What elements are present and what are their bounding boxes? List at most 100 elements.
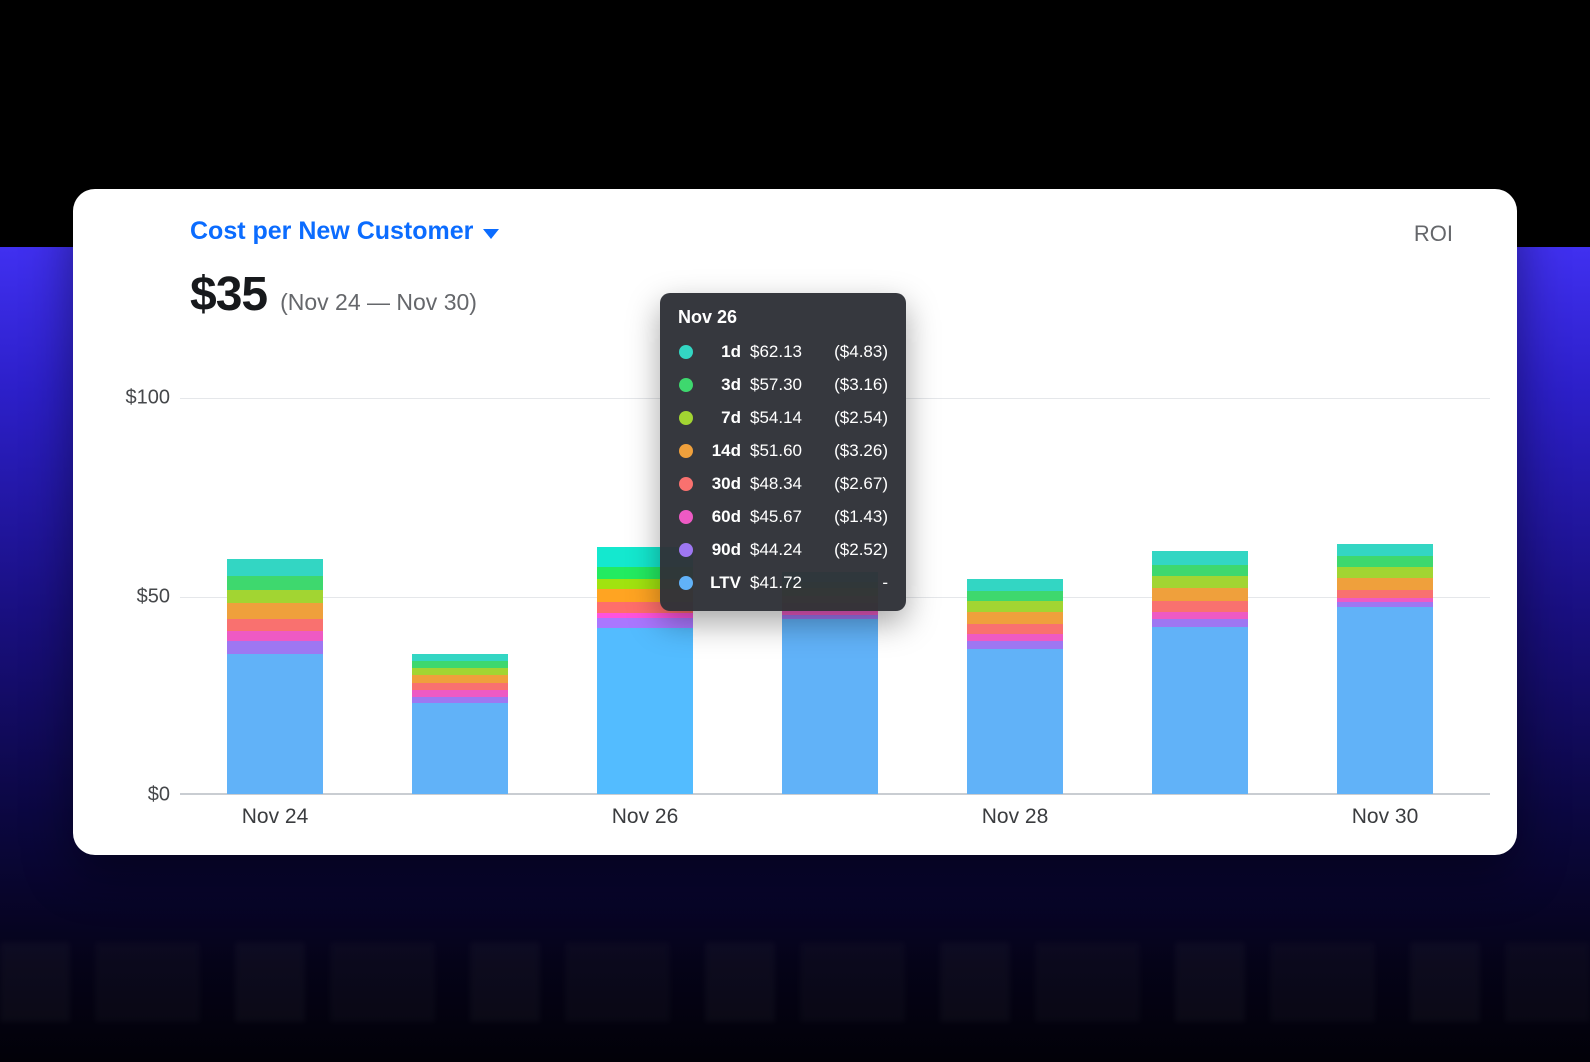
tooltip-value: $62.13 [750, 341, 802, 361]
tooltip-diff: ($4.83) [834, 341, 888, 361]
bar-segment-7d [412, 667, 508, 675]
bar-segment-90d [782, 614, 878, 620]
legend-dot-30d-icon [679, 476, 693, 491]
tooltip-window-label: 7d [721, 407, 741, 427]
bar-segment-90d [227, 641, 323, 655]
tooltip-row-30d: 30d $48.34 ($2.67) [678, 467, 888, 500]
bar-segment-7d [1152, 576, 1248, 589]
tooltip-window-label: 30d [711, 473, 741, 493]
tooltip-value: $44.24 [750, 539, 802, 559]
tooltip-window-label: 3d [721, 374, 741, 394]
bar-segment-3d [227, 575, 323, 590]
bar-segment-1d [1337, 543, 1433, 556]
tooltip-diff: ($1.43) [834, 506, 888, 526]
bar-segment-30d [227, 619, 323, 632]
y-tick-label: $100 [125, 386, 171, 409]
bar-segment-3d [1337, 555, 1433, 567]
metric-selector-dropdown[interactable]: Cost per New Customer [190, 217, 500, 246]
bar-segment-ltv [1152, 626, 1248, 794]
bar-nov-30[interactable] [1337, 543, 1433, 794]
bar-segment-30d [1152, 601, 1248, 613]
bar-segment-7d [967, 601, 1063, 613]
bar-segment-7d [597, 579, 693, 590]
bar-segment-30d [597, 602, 693, 613]
bar-segment-ltv [967, 649, 1063, 794]
cost-chart-card: Cost per New Customer ROI $35 (Nov 24 — … [73, 189, 1517, 855]
tooltip-diff: ($2.52) [834, 539, 888, 559]
tooltip-window-label: 1d [721, 341, 741, 361]
bar-segment-1d [1152, 551, 1248, 565]
metric-value: $35 [190, 268, 268, 321]
bar-segment-7d [1337, 566, 1433, 579]
bar-nov-29[interactable] [1152, 551, 1248, 794]
tooltip-value: $51.60 [750, 440, 802, 460]
bar-segment-60d [967, 634, 1063, 642]
bar-segment-ltv [782, 619, 878, 794]
bar-segment-30d [967, 624, 1063, 635]
tooltip-row-7d: 7d $54.14 ($2.54) [678, 401, 888, 434]
tooltip-row-ltv: LTV $41.72 - [678, 566, 888, 599]
tooltip-value: $45.67 [750, 506, 802, 526]
tooltip-value: $48.34 [750, 473, 802, 493]
background-skyline-texture [0, 942, 1590, 1022]
bar-segment-60d [597, 612, 693, 619]
bar-segment-ltv [227, 654, 323, 794]
bar-segment-14d [967, 612, 1063, 625]
tooltip-rows: 1d $62.13 ($4.83) 3d $57.30 ($3.16) 7d $54.14 ($… [678, 335, 888, 599]
bar-segment-3d [1152, 564, 1248, 577]
bar-segment-60d [1337, 597, 1433, 603]
tooltip-diff: ($2.54) [834, 407, 888, 427]
bar-segment-30d [1337, 590, 1433, 598]
legend-dot-90d-icon [679, 542, 693, 557]
x-tick-label: Nov 30 [1351, 805, 1419, 828]
metric-date-range: (Nov 24 — Nov 30) [280, 289, 477, 315]
bar-segment-3d [967, 590, 1063, 602]
metric-summary: $35 (Nov 24 — Nov 30) [190, 267, 477, 322]
chevron-down-icon [483, 228, 500, 239]
tooltip-value: $41.72 [750, 572, 802, 592]
bar-segment-14d [1337, 578, 1433, 591]
bar-nov-28[interactable] [967, 578, 1063, 794]
y-tick-label: $50 [136, 585, 170, 607]
x-tick-label: Nov 24 [241, 805, 309, 828]
bar-segment-60d [412, 690, 508, 697]
tooltip-diff: ($2.67) [834, 473, 888, 493]
bar-nov-24[interactable] [227, 559, 323, 794]
tooltip-row-90d: 90d $44.24 ($2.52) [678, 533, 888, 566]
tooltip-row-14d: 14d $51.60 ($3.26) [678, 434, 888, 467]
tooltip-row-3d: 3d $57.30 ($3.16) [678, 368, 888, 401]
tooltip-value: $57.30 [750, 374, 802, 394]
plot-area [180, 398, 1490, 795]
legend-dot-7d-icon [679, 410, 693, 425]
tooltip-window-label: LTV [710, 572, 741, 592]
bar-segment-ltv [597, 628, 693, 794]
bar-nov-25[interactable] [412, 653, 508, 794]
bar-segment-60d [782, 609, 878, 615]
bar-segment-90d [412, 696, 508, 704]
bar-segment-ltv [412, 703, 508, 794]
x-axis: Nov 24 Nov 26 Nov 28 Nov 30 [180, 805, 1490, 839]
chart-tooltip: Nov 26 1d $62.13 ($4.83) 3d $57.30 ($3.16) 7d $… [660, 293, 906, 611]
bar-segment-60d [227, 631, 323, 642]
bar-segment-14d [1152, 588, 1248, 602]
tooltip-window-label: 90d [711, 539, 741, 559]
legend-dot-1d-icon [679, 344, 693, 359]
roi-link[interactable]: ROI [1413, 221, 1453, 246]
bar-segment-1d [227, 559, 323, 576]
bar-segment-14d [227, 603, 323, 620]
bar-segment-7d [227, 589, 323, 604]
tooltip-diff: ($3.26) [834, 440, 888, 460]
tooltip-title: Nov 26 [678, 307, 738, 327]
tooltip-diff: ($3.16) [834, 374, 888, 394]
bar-segment-90d [1337, 602, 1433, 608]
bar-segment-90d [1152, 619, 1248, 627]
bar-segment-3d [412, 661, 508, 668]
legend-dot-ltv-icon [679, 575, 693, 590]
bar-segment-14d [412, 674, 508, 683]
y-tick-label: $0 [147, 783, 170, 806]
tooltip-row-1d: 1d $62.13 ($4.83) [678, 335, 888, 368]
bar-segment-1d [967, 578, 1063, 591]
tooltip-value: $54.14 [750, 407, 802, 427]
legend-dot-14d-icon [679, 443, 693, 458]
tooltip-diff: - [882, 572, 888, 592]
